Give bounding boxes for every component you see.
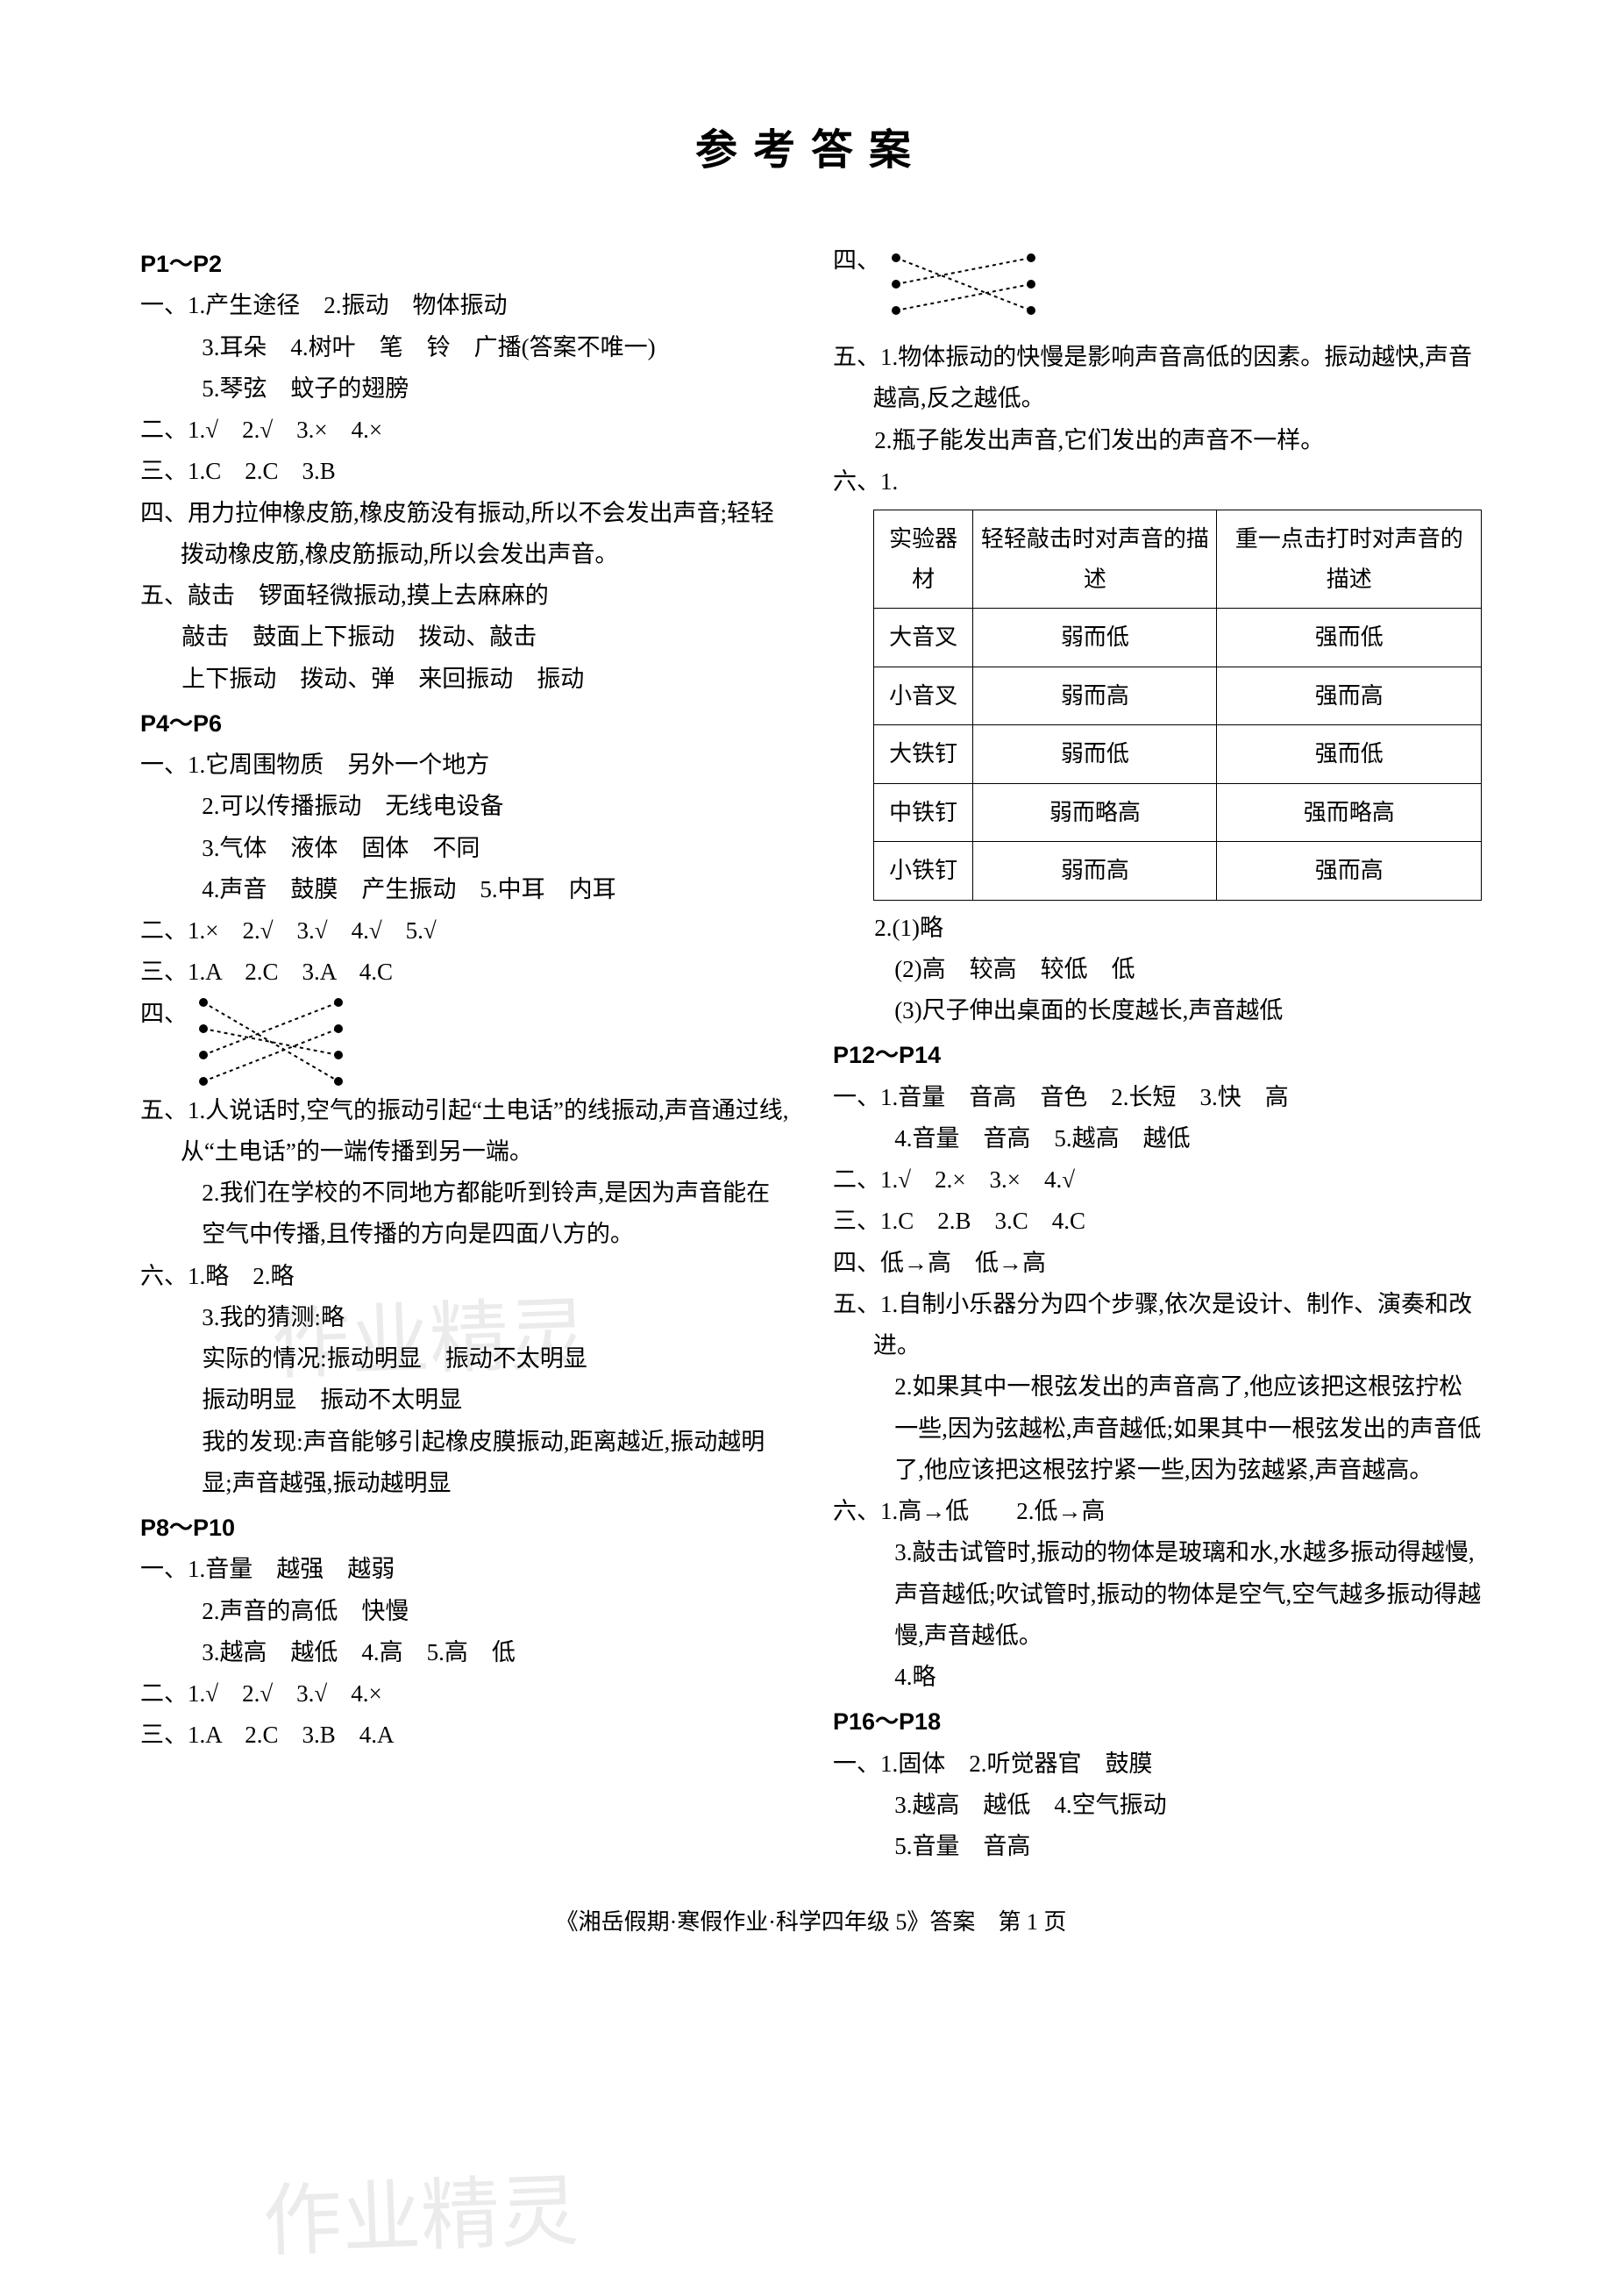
table-row: 大音叉弱而低强而低 xyxy=(873,609,1481,667)
answer-line: 六、1.略 2.略 xyxy=(140,1256,789,1297)
section-head-p4: P4～P6 xyxy=(140,703,789,745)
answer-line: 3.我的猜测:略 xyxy=(140,1297,789,1338)
answer-line: 2.可以传播振动 无线电设备 xyxy=(140,786,789,827)
answer-line: 3.气体 液体 固体 不同 xyxy=(140,828,789,869)
answer-line: 六、1.高→低 2.低→高 xyxy=(833,1491,1482,1532)
matching-row: 四、 xyxy=(833,240,1482,337)
section-head-p16: P16～P18 xyxy=(833,1701,1482,1743)
table-row: 中铁钉弱而略高强而略高 xyxy=(873,783,1481,842)
table-row: 小音叉弱而高强而高 xyxy=(873,667,1481,725)
table-cell: 强而低 xyxy=(1217,609,1482,667)
table-cell: 弱而低 xyxy=(973,609,1217,667)
answer-line: 上下振动 拨动、弹 来回振动 振动 xyxy=(140,659,789,700)
answer-line: 三、1.A 2.C 3.A 4.C xyxy=(140,952,789,993)
answer-line: 实际的情况:振动明显 振动不太明显 xyxy=(140,1338,789,1380)
answer-line: 二、1.√ 2.√ 3.√ 4.× xyxy=(140,1673,789,1715)
answer-line: 二、1.× 2.√ 3.√ 4.√ 5.√ xyxy=(140,910,789,952)
answer-line: 4.音量 音高 5.越高 越低 xyxy=(833,1118,1482,1159)
matching-diagram-icon xyxy=(196,994,345,1090)
matching-label: 四、 xyxy=(833,240,880,282)
experiment-table: 实验器材轻轻敲击时对声音的描述重一点击打时对声音的描述大音叉弱而低强而低小音叉弱… xyxy=(873,510,1482,901)
answer-line: 3.越高 越低 4.高 5.高 低 xyxy=(140,1632,789,1673)
answer-line: 二、1.√ 2.√ 3.× 4.× xyxy=(140,410,789,451)
table-cell: 小铁钉 xyxy=(873,842,973,901)
answer-line: 5.琴弦 蚊子的翅膀 xyxy=(140,368,789,410)
table-cell: 强而低 xyxy=(1217,725,1482,784)
answer-line: 四、用力拉伸橡皮筋,橡皮筋没有振动,所以不会发出声音;轻轻拨动橡皮筋,橡皮筋振动… xyxy=(140,493,789,576)
answer-line: 四、低→高 低→高 xyxy=(833,1243,1482,1284)
table-cell: 强而高 xyxy=(1217,667,1482,725)
watermark-text: 作业精灵 xyxy=(260,2143,580,2292)
table-cell: 强而高 xyxy=(1217,842,1482,901)
table-cell: 弱而低 xyxy=(973,725,1217,784)
table-row: 大铁钉弱而低强而低 xyxy=(873,725,1481,784)
table-cell: 中铁钉 xyxy=(873,783,973,842)
page-title: 参考答案 xyxy=(140,114,1482,188)
answer-line: 五、1.物体振动的快慢是影响声音高低的因素。振动越快,声音越高,反之越低。 xyxy=(833,337,1482,420)
table-cell: 弱而略高 xyxy=(973,783,1217,842)
page-footer: 《湘岳假期·寒假作业·科学四年级 5》答案 第 1 页 xyxy=(140,1902,1482,1943)
answer-line: 3.敲击试管时,振动的物体是玻璃和水,水越多振动得越慢,声音越低;吹试管时,振动… xyxy=(833,1532,1482,1657)
table-cell: 弱而高 xyxy=(973,842,1217,901)
matching-label: 四、 xyxy=(140,994,188,1035)
answer-line: 4.声音 鼓膜 产生振动 5.中耳 内耳 xyxy=(140,869,789,910)
answer-line: 5.音量 音高 xyxy=(833,1826,1482,1867)
answer-line: 一、1.产生途径 2.振动 物体振动 xyxy=(140,285,789,326)
table-header-cell: 重一点击打时对声音的描述 xyxy=(1217,510,1482,609)
answer-line: 五、敲击 锣面轻微振动,摸上去麻麻的 xyxy=(140,575,789,617)
section-head-p1: P1～P2 xyxy=(140,244,789,285)
left-column: P1～P2 一、1.产生途径 2.振动 物体振动 3.耳朵 4.树叶 笔 铃 广… xyxy=(140,240,789,1867)
answer-line: 2.瓶子能发出声音,它们发出的声音不一样。 xyxy=(833,420,1482,461)
answer-line: (2)高 较高 较低 低 xyxy=(833,949,1482,990)
table-cell: 弱而高 xyxy=(973,667,1217,725)
answer-line: 2.(1)略 xyxy=(833,908,1482,949)
section-head-p12: P12～P14 xyxy=(833,1035,1482,1076)
answer-line: (3)尺子伸出桌面的长度越长,声音越低 xyxy=(833,990,1482,1031)
table-header-cell: 轻轻敲击时对声音的描述 xyxy=(973,510,1217,609)
answer-line: 六、1. xyxy=(833,461,1482,503)
table-row: 实验器材轻轻敲击时对声音的描述重一点击打时对声音的描述 xyxy=(873,510,1481,609)
answer-line: 敲击 鼓面上下振动 拨动、敲击 xyxy=(140,617,789,658)
table-cell: 大音叉 xyxy=(873,609,973,667)
table-header-cell: 实验器材 xyxy=(873,510,973,609)
matching-row: 四、 xyxy=(140,994,789,1090)
answer-line: 3.耳朵 4.树叶 笔 铃 广播(答案不唯一) xyxy=(140,327,789,368)
matching-diagram-icon xyxy=(889,240,1038,337)
answer-line: 振动明显 振动不太明显 xyxy=(140,1380,789,1421)
table-row: 小铁钉弱而高强而高 xyxy=(873,842,1481,901)
answer-line: 五、1.自制小乐器分为四个步骤,依次是设计、制作、演奏和改进。 xyxy=(833,1284,1482,1367)
answer-line: 2.如果其中一根弦发出的声音高了,他应该把这根弦拧松一些,因为弦越松,声音越低;… xyxy=(833,1366,1482,1491)
answer-line: 一、1.音量 越强 越弱 xyxy=(140,1549,789,1590)
answer-line: 2.我们在学校的不同地方都能听到铃声,是因为声音能在空气中传播,且传播的方向是四… xyxy=(140,1173,789,1256)
section-head-p8: P8～P10 xyxy=(140,1508,789,1549)
table-cell: 小音叉 xyxy=(873,667,973,725)
right-column: 四、 五、1.物体振动的快慢是影响声音高低的因素。振动越快,声音越高,反之越低。… xyxy=(833,240,1482,1867)
table-cell: 大铁钉 xyxy=(873,725,973,784)
table-cell: 强而略高 xyxy=(1217,783,1482,842)
answer-line: 一、1.音量 音高 音色 2.长短 3.快 高 xyxy=(833,1077,1482,1118)
answer-line: 三、1.C 2.B 3.C 4.C xyxy=(833,1201,1482,1242)
answer-line: 五、1.人说话时,空气的振动引起“土电话”的线振动,声音通过线,从“土电话”的一… xyxy=(140,1090,789,1173)
answer-line: 2.声音的高低 快慢 xyxy=(140,1591,789,1632)
answer-line: 我的发现:声音能够引起橡皮膜振动,距离越近,振动越明显;声音越强,振动越明显 xyxy=(140,1422,789,1505)
answer-line: 二、1.√ 2.× 3.× 4.√ xyxy=(833,1159,1482,1201)
answer-line: 三、1.A 2.C 3.B 4.A xyxy=(140,1715,789,1756)
answer-line: 一、1.固体 2.听觉器官 鼓膜 xyxy=(833,1743,1482,1785)
answer-line: 一、1.它周围物质 另外一个地方 xyxy=(140,745,789,786)
answer-line: 3.越高 越低 4.空气振动 xyxy=(833,1785,1482,1826)
content-columns: P1～P2 一、1.产生途径 2.振动 物体振动 3.耳朵 4.树叶 笔 铃 广… xyxy=(140,240,1482,1867)
answer-line: 4.略 xyxy=(833,1657,1482,1698)
answer-line: 三、1.C 2.C 3.B xyxy=(140,451,789,492)
